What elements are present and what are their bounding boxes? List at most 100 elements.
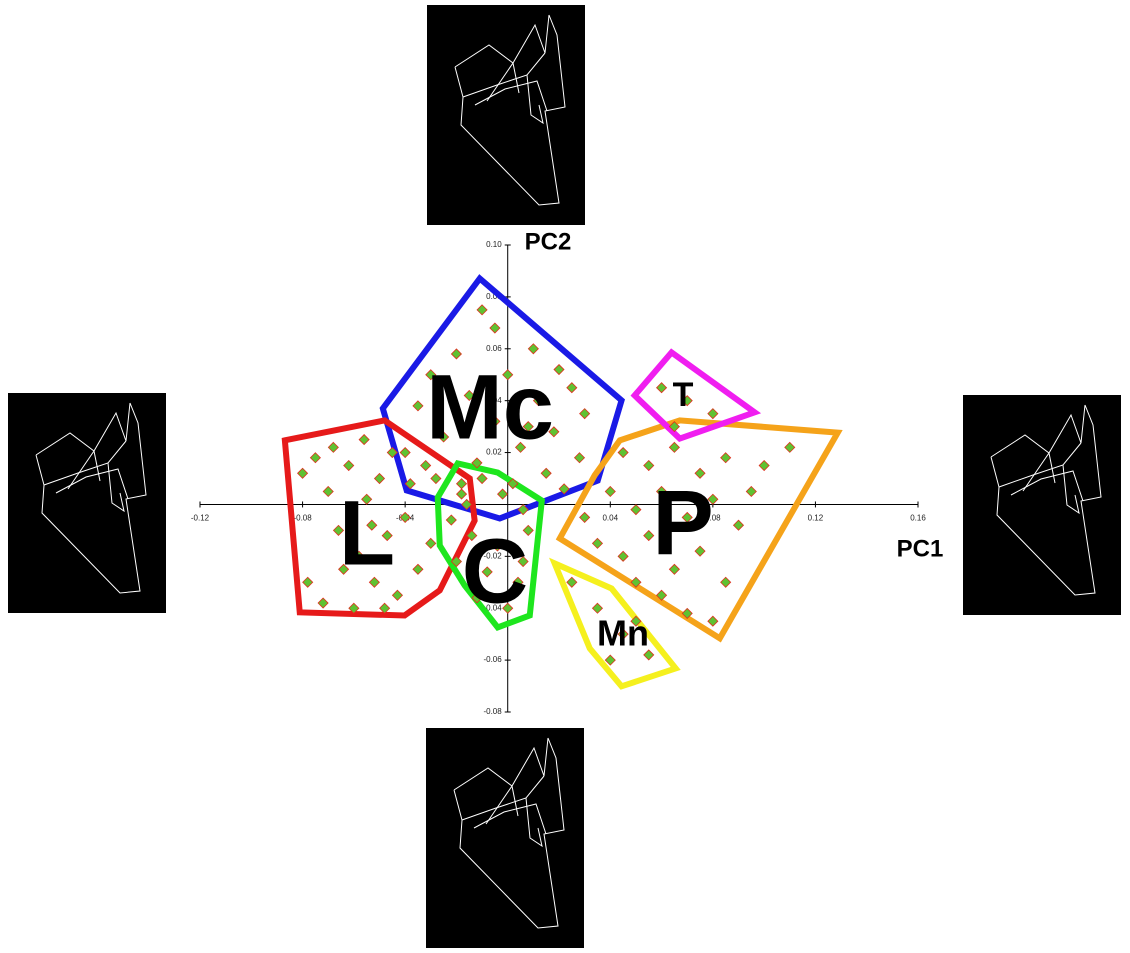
point [566,576,578,588]
y-tick-label: 0.04 [486,396,502,405]
group-label: C [462,520,528,622]
point [463,389,475,402]
point [455,478,468,490]
x-tick-label: 0.12 [808,514,824,523]
point [412,563,424,575]
point [366,519,378,531]
point [579,511,591,523]
point [579,408,591,420]
point [720,452,732,464]
point [517,504,529,516]
point [517,555,529,568]
point [707,615,719,627]
y-tick-label: 0.02 [486,448,502,457]
point [368,576,380,588]
point [512,576,524,588]
point [491,540,504,552]
y-tick-label: 0.08 [486,292,502,301]
point [656,485,668,498]
point [522,524,534,536]
shape-image-top [426,4,586,226]
group-hull [630,348,762,442]
point [450,348,462,360]
point [643,530,655,542]
point [430,472,442,485]
point [404,478,416,490]
point [514,441,527,453]
point [540,467,552,479]
y-tick-label: 0.06 [486,344,502,353]
point [302,576,314,588]
point [461,498,473,511]
x-axis-title: PC1 [897,535,944,562]
y-tick-label: 0.10 [486,240,502,249]
point [668,421,680,433]
point [322,485,334,498]
point [784,441,796,453]
x-tick-label: 0.08 [705,514,721,523]
x-tick-label: 0.04 [602,514,618,523]
group-hull [379,274,625,522]
point [527,343,539,355]
x-tick-label: -0.08 [293,514,312,523]
point [558,483,570,495]
y-tick-label: -0.02 [483,551,502,560]
point [348,602,360,614]
group-label: P [652,472,713,574]
group-label: Mc [426,356,554,458]
point [361,493,373,505]
point [391,589,404,601]
point [617,446,629,459]
point [507,478,519,490]
point [327,441,339,453]
point [297,467,309,479]
point [604,485,616,498]
x-tick-label: -0.12 [191,514,210,523]
point [630,615,642,627]
point [332,524,345,536]
point [412,400,424,412]
point [353,550,365,562]
point [471,457,483,469]
point [481,566,493,578]
y-tick-label: -0.08 [483,707,502,716]
point [522,421,534,433]
group-label: L [339,482,395,584]
point [643,459,655,472]
point [502,602,514,614]
point [471,592,483,604]
point [720,576,732,588]
point [338,563,350,575]
point [373,472,386,485]
point [450,555,462,568]
point [497,488,509,500]
group-label: Mn [597,613,649,654]
point [707,493,719,505]
x-tick-label: 0.16 [910,514,926,523]
point [438,431,450,443]
point [532,395,545,407]
point [630,576,642,588]
point [379,602,391,614]
point [656,589,668,601]
point [604,654,616,666]
shape-image-bottom [425,727,585,949]
point [399,511,411,523]
point [591,602,604,614]
point [732,519,745,531]
point [707,408,719,420]
point [573,452,586,464]
point [358,434,370,446]
point [399,446,411,459]
point [643,649,655,661]
point [668,441,680,453]
y-tick-label: -0.04 [483,603,502,612]
point [681,511,693,523]
point [317,597,329,609]
y-tick-label: -0.06 [483,655,502,664]
group-hull [281,417,478,619]
y-axis-title: PC2 [525,228,572,255]
point [425,537,437,549]
point [425,369,437,381]
